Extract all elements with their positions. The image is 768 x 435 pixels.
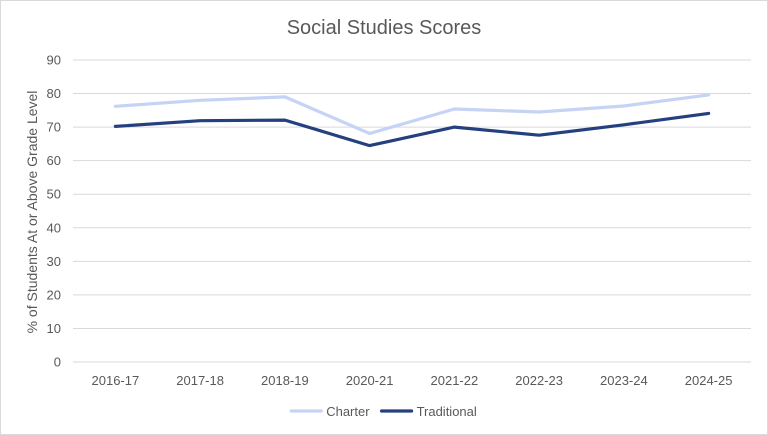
x-tick-label-2021-22: 2021-22 (431, 373, 479, 388)
x-tick-label-2020-21: 2020-21 (346, 373, 394, 388)
x-tick-label-2018-19: 2018-19 (261, 373, 309, 388)
y-tick-label-70: 70 (47, 120, 61, 135)
y-tick-label-40: 40 (47, 220, 61, 235)
y-tick-label-80: 80 (47, 86, 61, 101)
y-tick-label-50: 50 (47, 187, 61, 202)
legend-label-traditional: Traditional (417, 404, 477, 419)
series-line-traditional (113, 111, 711, 148)
y-tick-label-60: 60 (47, 153, 61, 168)
x-tick-label-2024-25: 2024-25 (685, 373, 733, 388)
chart-title: Social Studies Scores (287, 17, 482, 39)
series-lines (113, 93, 711, 148)
y-tick-label-30: 30 (47, 254, 61, 269)
y-axis-label: % of Students At or Above Grade Level (24, 91, 40, 334)
legend-label-charter: Charter (326, 404, 370, 419)
series-line-charter (113, 93, 711, 136)
y-tick-label-20: 20 (47, 287, 61, 302)
gridlines (73, 59, 751, 363)
y-tick-label-90: 90 (47, 53, 61, 68)
y-tick-label-0: 0 (54, 355, 61, 370)
x-tick-label-2016-17: 2016-17 (92, 373, 140, 388)
x-tick-label-2023-24: 2023-24 (600, 373, 648, 388)
x-tick-label-2017-18: 2017-18 (176, 373, 224, 388)
x-tick-label-2022-23: 2022-23 (515, 373, 563, 388)
legend: Charter Traditional (289, 404, 477, 419)
y-tick-label-10: 10 (47, 321, 61, 336)
y-axis-ticks: 0 10 20 30 40 50 60 70 80 90 (47, 53, 61, 370)
x-axis-ticks: 2016-17 2017-18 2018-19 2020-21 2021-22 2022-… (92, 373, 733, 388)
